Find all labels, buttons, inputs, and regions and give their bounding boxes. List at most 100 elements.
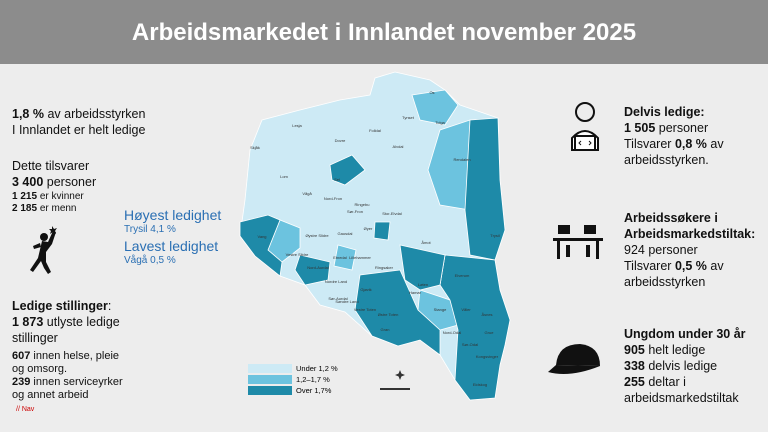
legend-swatch: [248, 364, 292, 373]
map-label: Sør-Fron: [347, 209, 363, 214]
map-label: Ringebu: [355, 202, 370, 207]
map-label: Øyer: [364, 226, 373, 231]
rate-value: 1,8 %: [12, 107, 44, 121]
map-region: [417, 289, 459, 331]
map-region: [239, 214, 283, 277]
legend-label: 1,2–1,7 %: [296, 375, 330, 384]
map-label: Våler: [461, 307, 471, 312]
partial-rate-value: 0,8 %: [674, 137, 707, 151]
map-label: Lesja: [292, 123, 302, 128]
map-label: Åmot: [421, 240, 431, 245]
highest-value: Trysil 4,1 %: [124, 224, 176, 235]
map-label: Stange: [434, 307, 447, 312]
youth-text: deltar i arbeidsmarkedstiltak: [624, 375, 739, 405]
men-value: 2 185: [12, 203, 38, 214]
map-label: Hamar: [409, 290, 422, 295]
partial-rate: Tilsvarer: [624, 137, 672, 151]
persons-block: Dette tilsvarer 3 400 personer: [12, 158, 96, 190]
workshop-icon: [553, 225, 603, 259]
map-region: [411, 89, 459, 126]
partial-title: Delvis ledige:: [624, 105, 705, 119]
title: Arbeidsmarkedet i Innlandet november 202…: [0, 0, 768, 64]
map-region: [333, 244, 357, 271]
map-region: [399, 244, 446, 291]
map-label: Vågå: [302, 191, 312, 196]
map-label: Nord-Aurdal: [307, 265, 329, 270]
map-labels: Os Tolga Tynset Folldal Lesja Dovre Skjåk Alvda…: [250, 90, 500, 387]
map-label: Dovre: [335, 138, 346, 143]
health-text: innen helse, pleie og omsorg.: [12, 350, 120, 375]
scale-bar: [380, 388, 410, 390]
youth-text: helt ledige: [648, 343, 706, 357]
rate-text: av arbeidsstyrken: [47, 107, 146, 121]
women-text: er kvinner: [39, 191, 84, 202]
legend-swatch: [248, 386, 292, 395]
measures-rate: Tilsvarer: [624, 259, 672, 273]
map-label: Nord-Fron: [324, 196, 342, 201]
map-label: Grue: [485, 330, 495, 335]
jobs-text: utlyste ledige stillinger: [12, 315, 120, 345]
service-value: 239: [12, 376, 31, 388]
map-label: Rendalen: [453, 157, 470, 162]
map-label: Sør-Odal: [462, 342, 478, 347]
jobs-title: Ledige stillinger: [12, 299, 108, 313]
map-label: Etnedal: [333, 255, 347, 260]
map-label: Gausdal: [338, 231, 353, 236]
youth-value: 338: [624, 359, 645, 373]
map-region: [464, 117, 506, 261]
persons-text: personer: [46, 175, 97, 189]
map-label: Åsnes: [481, 312, 492, 317]
lowest-value: Vågå 0,5 %: [124, 255, 176, 266]
map-label: Ringsaker: [375, 265, 394, 270]
map-region: [354, 269, 441, 356]
persons-value: 3 400: [12, 175, 44, 189]
measures-rate-value: 0,5 %: [674, 259, 707, 273]
measures-rate: av arbeidsstyrken: [624, 259, 724, 289]
runner-icon: [30, 226, 57, 274]
youth-title: Ungdom under 30 år: [624, 327, 746, 341]
men-text: er menn: [39, 203, 77, 214]
women-value: 1 215: [12, 191, 38, 202]
youth-value: 905: [624, 343, 645, 357]
equiv: Dette tilsvarer: [12, 159, 90, 173]
health-value: 607: [12, 350, 31, 362]
compass: [395, 370, 405, 380]
legend-label: Under 1,2 %: [296, 364, 338, 373]
map-label: Sør-Aurdal: [328, 296, 347, 301]
service-text: innen serviceyrker og annet arbeid: [12, 376, 123, 401]
map-label: Lillehammer: [349, 255, 371, 260]
extremes: Høyest ledighet Trysil 4,1 % Lavest ledi…: [124, 207, 221, 267]
map-label: Vestre Toten: [354, 307, 376, 312]
map-label: Tynset: [402, 115, 415, 120]
youth-text: delvis ledige: [648, 359, 718, 373]
map-label: Øystre Slidre: [305, 233, 329, 238]
map-region: [427, 119, 471, 211]
lowest-title: Lavest ledighet: [124, 238, 219, 254]
partial-value: 1 505: [624, 121, 656, 135]
map-region: [294, 254, 331, 286]
map-label: Trysil: [490, 233, 500, 238]
rate-block: 1,8 % av arbeidsstyrken I Innlandet er h…: [12, 106, 145, 138]
map-label: Østre Toten: [378, 312, 399, 317]
rate-text: I Innlandet er helt ledige: [12, 123, 146, 137]
source: // Nav: [16, 406, 35, 413]
measures-block: Arbeidssøkere i Arbeidsmarkedstiltak: 92…: [624, 210, 764, 290]
map-label: Søndre Land: [335, 299, 358, 304]
map-label: Skjåk: [250, 145, 260, 150]
map-label: Alvdal: [393, 144, 404, 149]
map-label: Nord-Odal: [443, 330, 462, 335]
jobs-detail: 607 innen helse, pleie og omsorg. 239 in…: [12, 350, 130, 402]
map-label: Sel: [334, 177, 340, 182]
map-label: Nordre Land: [325, 279, 347, 284]
measures-title: Arbeidssøkere i Arbeidsmarkedstiltak:: [624, 211, 756, 241]
map-label: Lom: [280, 174, 288, 179]
youth-block: Ungdom under 30 år 905 helt ledige 338 d…: [624, 326, 764, 406]
developer-icon: [571, 102, 599, 151]
map-label: Eidskog: [473, 382, 487, 387]
map-label: Vang: [257, 234, 266, 239]
youth-value: 255: [624, 375, 645, 389]
partial-block: Delvis ledige: 1 505 personer Tilsvarer …: [624, 104, 764, 168]
legend-label: Over 1,7%: [296, 386, 332, 395]
map-label: Stor-Elvdal: [382, 211, 402, 216]
